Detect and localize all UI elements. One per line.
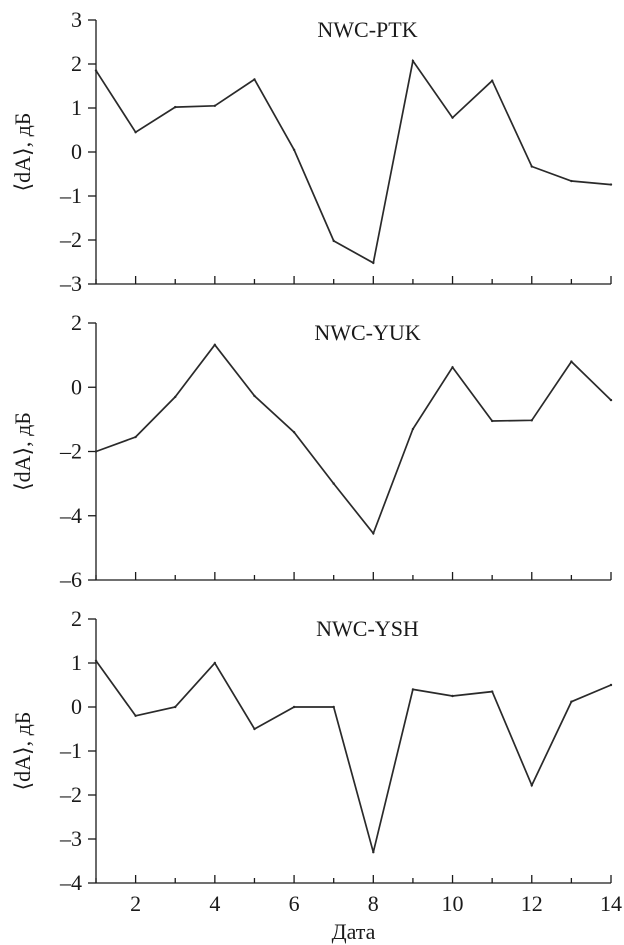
- x-axis-label: Дата: [332, 919, 376, 944]
- data-point: [372, 532, 375, 535]
- data-point: [134, 435, 137, 439]
- data-point: [292, 705, 296, 709]
- data-point: [570, 179, 573, 183]
- y-tick-label: 2: [71, 310, 82, 335]
- data-point: [570, 700, 573, 703]
- y-tick-label: 3: [71, 7, 82, 32]
- data-point: [292, 148, 296, 151]
- y-axis-label: ⟨dA⟩, дБ: [10, 113, 35, 192]
- data-point: [530, 784, 533, 787]
- y-tick-label: –3: [59, 271, 82, 296]
- data-point: [253, 727, 256, 731]
- x-tick-label: 10: [442, 891, 464, 916]
- data-point: [134, 714, 137, 717]
- data-point: [609, 683, 613, 687]
- data-point: [174, 395, 177, 399]
- data-point: [411, 59, 415, 63]
- data-point: [94, 659, 98, 662]
- data-point: [292, 431, 296, 434]
- data-point: [411, 427, 415, 431]
- x-tick-label: 4: [209, 891, 220, 916]
- data-point: [213, 661, 217, 665]
- x-tick-label: 8: [368, 891, 379, 916]
- data-point: [94, 69, 98, 72]
- data-point: [332, 705, 335, 709]
- data-point: [530, 419, 533, 422]
- y-tick-label: –6: [59, 567, 82, 592]
- data-point: [213, 343, 217, 347]
- data-point: [332, 239, 335, 243]
- data-point: [253, 78, 256, 81]
- y-tick-label: 2: [71, 51, 82, 76]
- data-point: [451, 116, 454, 119]
- data-point: [372, 261, 375, 265]
- data-point: [490, 79, 494, 82]
- panel-title: NWC-YSH: [316, 616, 419, 641]
- data-point: [134, 131, 137, 134]
- data-point: [530, 165, 533, 168]
- y-axis-label: ⟨dA⟩, дБ: [10, 712, 35, 791]
- y-tick-label: –1: [59, 183, 82, 208]
- y-tick-label: 1: [71, 95, 82, 120]
- y-tick-label: –2: [59, 439, 82, 464]
- panel-title: NWC-PTK: [317, 17, 417, 42]
- series-line: [95, 58, 612, 265]
- data-point: [411, 688, 415, 691]
- data-point: [213, 104, 217, 108]
- data-point: [94, 450, 98, 453]
- y-tick-label: –1: [59, 738, 82, 763]
- data-point: [609, 398, 613, 402]
- data-point: [570, 360, 573, 363]
- y-tick-label: 2: [71, 606, 82, 631]
- y-tick-label: –4: [59, 870, 82, 895]
- x-tick-label: 2: [130, 891, 141, 916]
- y-tick-label: –2: [59, 782, 82, 807]
- data-point: [609, 183, 613, 186]
- y-tick-label: 1: [71, 650, 82, 675]
- data-point: [490, 419, 494, 423]
- y-axis-label: ⟨dA⟩, дБ: [10, 412, 35, 491]
- data-point: [332, 482, 335, 485]
- data-point: [253, 394, 256, 398]
- panel-2: 2 0 –2 –4 –6 NWC-YUK ⟨dA⟩, дБ: [10, 310, 613, 592]
- x-tick-label: 14: [600, 891, 622, 916]
- y-tick-label: 0: [71, 139, 82, 164]
- data-point: [490, 690, 494, 693]
- series-line: [95, 660, 612, 853]
- series-line: [95, 343, 612, 536]
- data-point: [372, 851, 375, 854]
- y-tick-label: 0: [71, 374, 82, 399]
- data-point: [174, 105, 177, 109]
- x-tick-label: 6: [289, 891, 300, 916]
- y-tick-label: –3: [59, 826, 82, 851]
- panel-title: NWC-YUK: [314, 320, 420, 345]
- panel-1: 3 2 1 0 –1 –2 –3 NWC-PTK ⟨dA⟩, дБ: [10, 7, 613, 296]
- x-tick-label: 12: [521, 891, 543, 916]
- data-point: [174, 705, 177, 709]
- data-point: [451, 694, 454, 698]
- y-tick-label: 0: [71, 694, 82, 719]
- y-tick-label: –4: [59, 503, 82, 528]
- data-point: [451, 366, 454, 369]
- y-tick-label: –2: [59, 227, 82, 252]
